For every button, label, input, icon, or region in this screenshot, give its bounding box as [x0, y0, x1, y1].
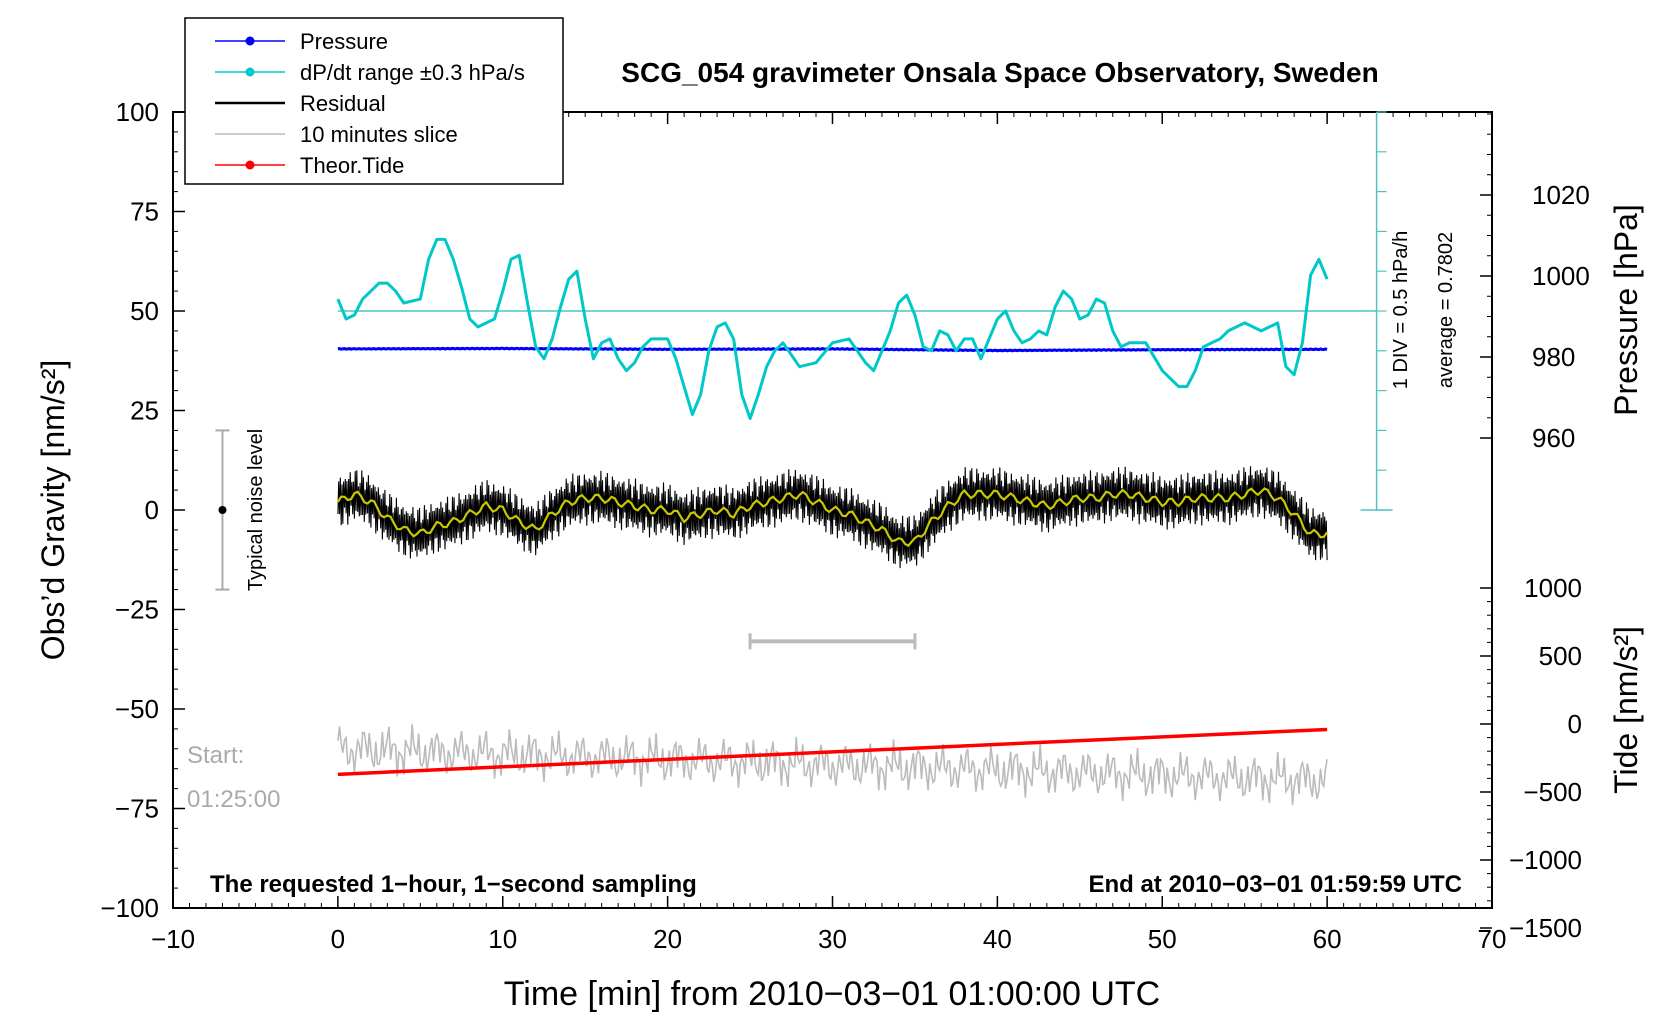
y-tick-label: 75 [130, 197, 159, 227]
pressure-series-line [337, 346, 1328, 353]
start-time: 01:25:00 [187, 786, 280, 813]
legend-label: dP/dt range ±0.3 hPa/s [300, 60, 525, 85]
x-tick-label: 60 [1313, 924, 1342, 954]
tide-tick-label: −1000 [1509, 845, 1582, 875]
noise-bar-center [218, 506, 227, 514]
tide-tick-label: 0 [1568, 709, 1582, 739]
y-tick-label: 100 [116, 97, 159, 127]
x-axis-label: Time [min] from 2010−03−01 01:00:00 UTC [504, 975, 1160, 1013]
x-tick-label: 70 [1478, 924, 1507, 954]
series-layer [336, 237, 1329, 806]
y-tick-label: 25 [130, 396, 159, 426]
x-axis-ticks: −10 0 10 20 30 40 50 60 70 [151, 112, 1507, 954]
x-tick-label: 10 [488, 924, 517, 954]
noise-label: Typical noise level [245, 429, 267, 591]
legend-label: Residual [300, 91, 386, 116]
dpdt-average-label: average = 0.7802 [1435, 232, 1457, 388]
y-tick-label: −50 [115, 694, 159, 724]
tide-series-line [337, 727, 1328, 777]
slice-series-line [337, 724, 1328, 806]
y-axis-label-left: Obs’d Gravity [nm/s²] [35, 360, 71, 661]
x-tick-label: 30 [818, 924, 847, 954]
y-tick-label: 50 [130, 296, 159, 326]
legend: Pressure dP/dt range ±0.3 hPa/s Residual 10… [184, 17, 564, 185]
tide-tick-label: −1500 [1509, 913, 1582, 943]
y-axis-ticks-left: 100 75 50 25 0 −25 −50 −75 −100 [100, 97, 185, 923]
start-label: Start: [187, 742, 244, 769]
y-axis-ticks-tide: 1000 500 0 −500 −1000 −1500 [1480, 573, 1582, 943]
tide-tick-label: 500 [1539, 641, 1582, 671]
x-tick-label: 50 [1148, 924, 1177, 954]
legend-label: Pressure [300, 29, 388, 54]
x-tick-label: 20 [653, 924, 682, 954]
bottom-left-note: The requested 1−hour, 1−second sampling [210, 871, 697, 898]
pressure-tick-label: 1020 [1532, 180, 1590, 210]
y-tick-label: −25 [115, 595, 159, 625]
legend-marker [245, 67, 255, 77]
dpdt-div-label: 1 DIV = 0.5 hPa/h [1390, 231, 1412, 389]
x-tick-label: 40 [983, 924, 1012, 954]
residual-smoothed-line [336, 487, 1329, 548]
tide-tick-label: −500 [1523, 777, 1582, 807]
y-axis-ticks-pressure: 1020 1000 980 960 [1480, 113, 1590, 453]
y-tick-label: −75 [115, 794, 159, 824]
y-tick-label: −100 [100, 893, 159, 923]
tide-tick-label: 1000 [1524, 573, 1582, 603]
x-tick-label: 0 [331, 924, 345, 954]
dpdt-scale-bar [337, 111, 1393, 511]
pressure-tick-label: 960 [1532, 423, 1575, 453]
pressure-tick-label: 980 [1532, 342, 1575, 372]
legend-label: Theor.Tide [300, 153, 404, 178]
legend-box [184, 17, 564, 185]
slice-range-marker [748, 633, 917, 650]
legend-marker [245, 36, 255, 46]
legend-marker [245, 160, 255, 170]
y-axis-label-tide: Tide [nm/s²] [1608, 626, 1644, 794]
chart-title: SCG_054 gravimeter Onsala Space Observat… [621, 57, 1378, 88]
x-tick-label: −10 [151, 924, 195, 954]
y-tick-label: 0 [145, 495, 159, 525]
legend-label: 10 minutes slice [300, 122, 458, 147]
y-axis-label-pressure: Pressure [hPa] [1608, 204, 1644, 416]
pressure-tick-label: 1000 [1532, 261, 1590, 291]
residual-series-line [337, 466, 1328, 569]
noise-level-bar [215, 429, 230, 591]
dpdt-series-line [336, 237, 1329, 420]
bottom-right-note: End at 2010−03−01 01:59:59 UTC [1088, 871, 1462, 898]
